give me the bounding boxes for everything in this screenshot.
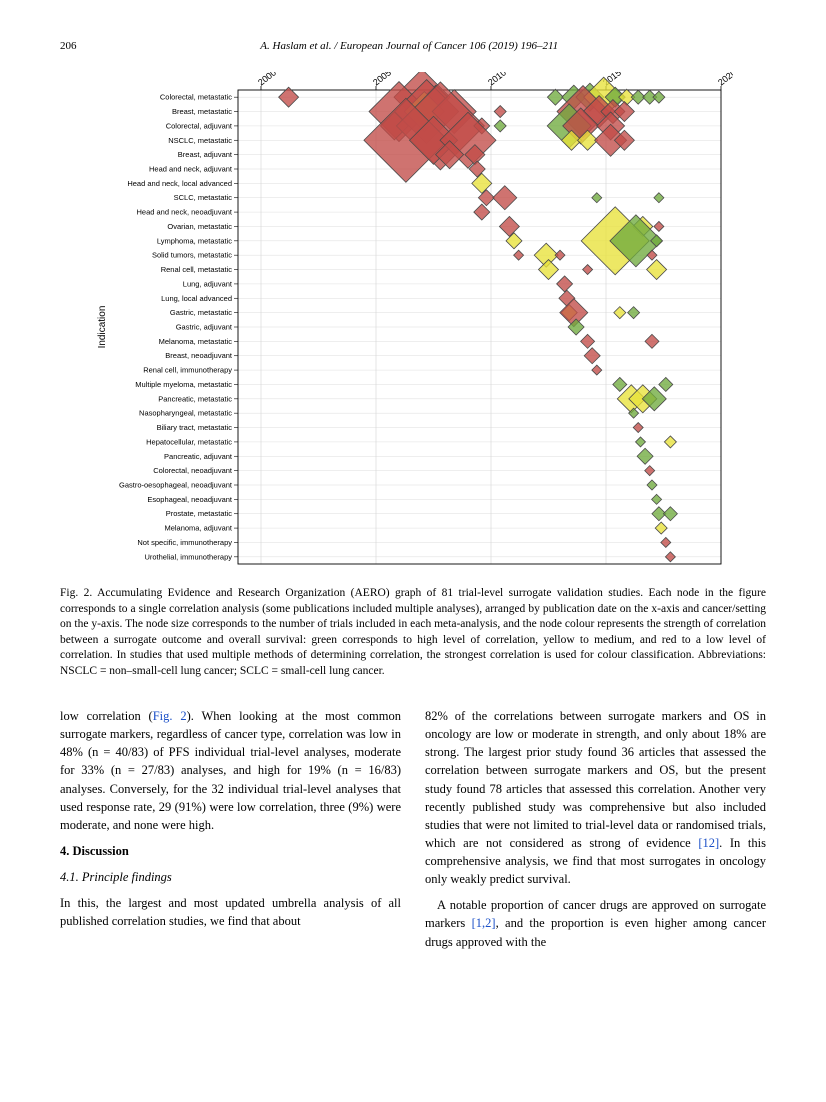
svg-text:Breast, metastatic: Breast, metastatic [172,107,232,116]
body-columns: low correlation (Fig. 2). When looking a… [60,707,766,951]
svg-text:Not specific, immunotherapy: Not specific, immunotherapy [137,538,232,547]
svg-text:SCLC, metastatic: SCLC, metastatic [174,193,233,202]
svg-text:Ovarian, metastatic: Ovarian, metastatic [167,222,232,231]
svg-text:Pancreatic, metastatic: Pancreatic, metastatic [158,394,232,403]
figure-caption-text: Accumulating Evidence and Research Organ… [60,587,766,677]
citation-link[interactable]: [12] [698,836,719,850]
aero-chart: 20002005201020152020Colorectal, metastat… [93,72,733,576]
svg-text:Head and neck, neoadjuvant: Head and neck, neoadjuvant [137,208,233,217]
figure-caption: Fig. 2. Accumulating Evidence and Resear… [60,586,766,679]
svg-text:Gastro-oesophageal, neoadjuvan: Gastro-oesophageal, neoadjuvant [119,481,233,490]
svg-text:Hepatocellular, metastatic: Hepatocellular, metastatic [146,437,232,446]
svg-text:2000: 2000 [256,72,278,88]
svg-text:Nasopharyngeal, metastatic: Nasopharyngeal, metastatic [139,409,232,418]
svg-text:Renal cell, immunotherapy: Renal cell, immunotherapy [143,366,232,375]
svg-text:Lymphoma, metastatic: Lymphoma, metastatic [157,236,232,245]
svg-text:Colorectal, metastatic: Colorectal, metastatic [160,93,232,102]
svg-text:Colorectal, adjuvant: Colorectal, adjuvant [166,121,233,130]
svg-text:Gastric, adjuvant: Gastric, adjuvant [176,323,233,332]
svg-text:Multiple myeloma, metastatic: Multiple myeloma, metastatic [135,380,232,389]
svg-text:Pancreatic, adjuvant: Pancreatic, adjuvant [164,452,233,461]
svg-text:Breast, adjuvant: Breast, adjuvant [178,150,233,159]
svg-text:NSCLC, metastatic: NSCLC, metastatic [168,136,232,145]
svg-text:Esophageal, neoadjuvant: Esophageal, neoadjuvant [147,495,233,504]
svg-text:Gastric, metastatic: Gastric, metastatic [170,308,232,317]
svg-text:Head and neck, local advanced: Head and neck, local advanced [127,179,232,188]
running-header: 206 A. Haslam et al. / European Journal … [60,40,766,52]
svg-text:2005: 2005 [371,72,393,88]
body-para-3: 82% of the correlations between surrogat… [425,707,766,888]
body-para-4: A notable proportion of cancer drugs are… [425,896,766,950]
fig-ref-link[interactable]: Fig. 2 [153,709,187,723]
svg-text:Renal cell, metastatic: Renal cell, metastatic [161,265,233,274]
section-4-1-heading: 4.1. Principle findings [60,868,401,886]
section-4-heading: 4. Discussion [60,842,401,860]
svg-text:2020: 2020 [716,72,733,88]
svg-text:Indication: Indication [97,306,108,349]
svg-text:Urothelial, immunotherapy: Urothelial, immunotherapy [144,552,232,561]
svg-text:Colorectal, neoadjuvant: Colorectal, neoadjuvant [153,466,233,475]
svg-text:Lung, adjuvant: Lung, adjuvant [183,279,233,288]
page-number: 206 [60,40,77,52]
svg-text:Biliary tract, metastatic: Biliary tract, metastatic [157,423,233,432]
svg-text:Head and neck, adjuvant: Head and neck, adjuvant [149,165,233,174]
svg-text:Breast, neoadjuvant: Breast, neoadjuvant [165,351,233,360]
citation-link[interactable]: [1,2] [472,916,496,930]
figure-label: Fig. 2. [60,587,92,599]
svg-text:2010: 2010 [486,72,508,88]
running-head-text: A. Haslam et al. / European Journal of C… [77,40,743,52]
svg-text:Solid tumors, metastatic: Solid tumors, metastatic [152,251,232,260]
body-para-1: low correlation (Fig. 2). When looking a… [60,707,401,834]
body-para-2: In this, the largest and most updated um… [60,894,401,930]
svg-text:Melanoma, adjuvant: Melanoma, adjuvant [164,524,232,533]
svg-text:Melanoma, metastatic: Melanoma, metastatic [159,337,233,346]
svg-text:Prostate, metastatic: Prostate, metastatic [166,509,233,518]
svg-text:Lung, local advanced: Lung, local advanced [161,294,232,303]
